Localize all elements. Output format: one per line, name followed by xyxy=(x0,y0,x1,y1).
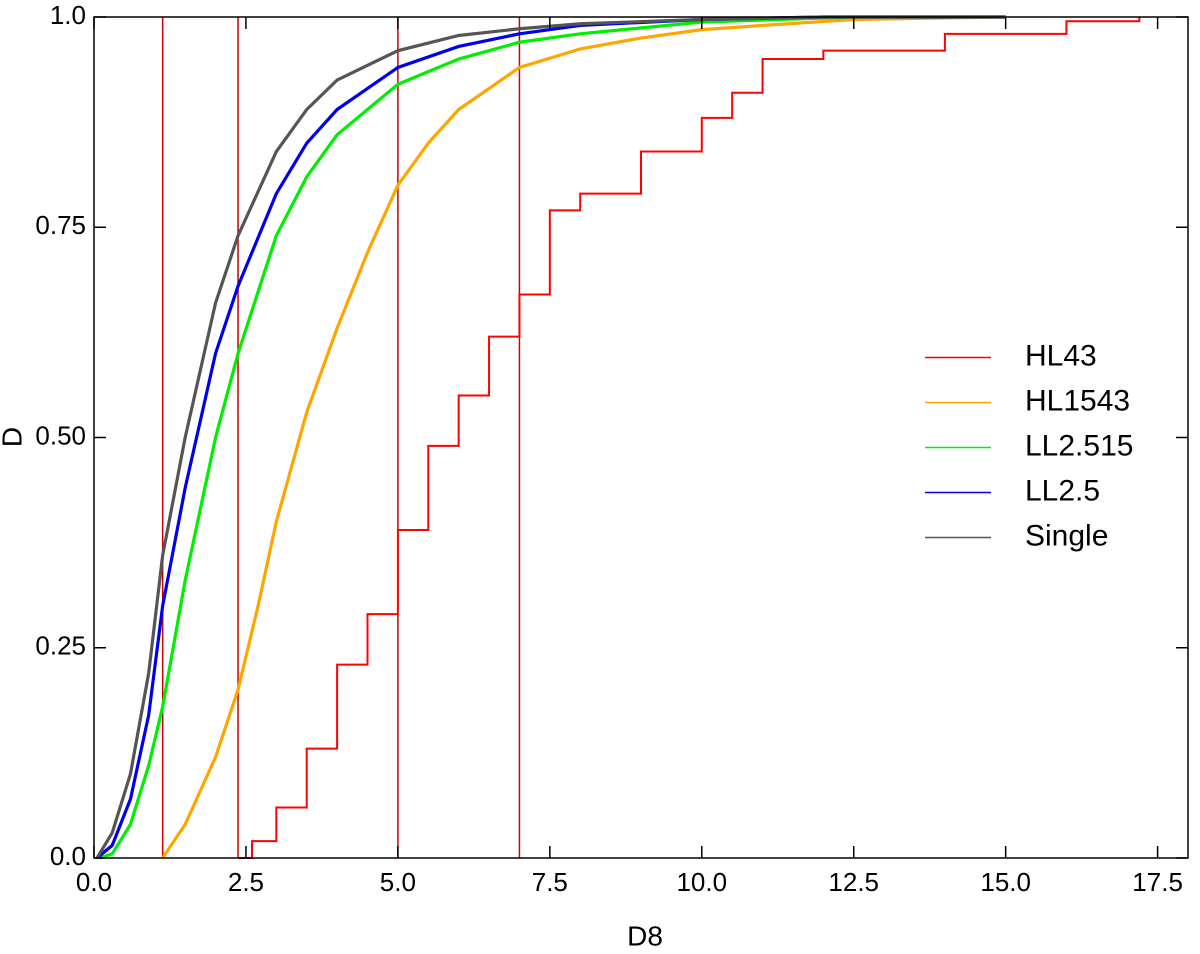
series-line xyxy=(238,17,1141,859)
series-line xyxy=(96,15,1006,860)
legend-label: Single xyxy=(1025,519,1108,552)
y-tick-label: 1.0 xyxy=(50,0,86,30)
legend-label: LL2.5 xyxy=(1025,474,1100,507)
y-tick-label: 0.0 xyxy=(50,841,86,871)
y-axis-label: D xyxy=(0,427,27,447)
series-line xyxy=(95,15,1006,859)
x-axis-label: D8 xyxy=(627,920,663,951)
y-tick-label: 0.50 xyxy=(35,420,86,450)
x-tick-label: 0.0 xyxy=(76,867,112,897)
legend-label: LL2.515 xyxy=(1025,429,1133,462)
x-tick-label: 17.5 xyxy=(1132,867,1183,897)
x-tick-label: 5.0 xyxy=(380,867,416,897)
x-tick-label: 10.0 xyxy=(676,867,727,897)
plot-frame xyxy=(93,16,1189,859)
x-tick-label: 12.5 xyxy=(828,867,879,897)
series-line xyxy=(99,15,1006,860)
x-tick-label: 7.5 xyxy=(532,867,568,897)
legend-label: HL43 xyxy=(1025,339,1097,372)
x-tick-label: 15.0 xyxy=(980,867,1031,897)
series-line xyxy=(161,15,1000,859)
x-tick-label: 2.5 xyxy=(228,867,264,897)
legend-label: HL1543 xyxy=(1025,384,1130,417)
y-tick-label: 0.25 xyxy=(35,631,86,661)
y-tick-label: 0.75 xyxy=(35,210,86,240)
